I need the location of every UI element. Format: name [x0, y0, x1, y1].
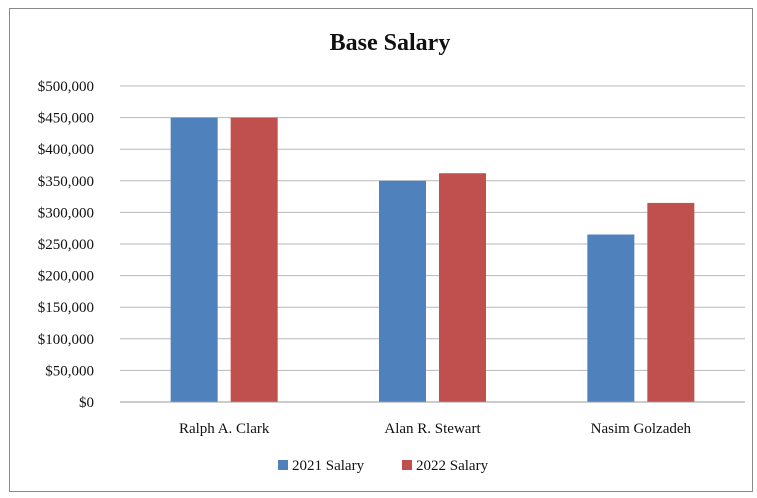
- legend-label: 2021 Salary: [292, 458, 365, 474]
- bar-2021-nasim-golzadeh: [587, 234, 635, 402]
- y-tick-label: $250,000: [38, 237, 94, 253]
- x-tick-label: Nasim Golzadeh: [591, 421, 692, 437]
- x-axis-tick-labels: Ralph A. Clark Alan R. Stewart Nasim Golza…: [179, 421, 692, 437]
- bar-2022-alan-r-stewart: [439, 173, 486, 402]
- x-tick-label: Ralph A. Clark: [179, 421, 270, 437]
- legend-swatch: [278, 460, 288, 470]
- y-tick-label: $300,000: [38, 205, 94, 221]
- chart-title: Base Salary: [330, 30, 451, 56]
- y-tick-label: $50,000: [45, 363, 94, 379]
- legend-label: 2022 Salary: [416, 458, 489, 474]
- bar-2022-nasim-golzadeh: [647, 202, 695, 402]
- y-tick-label: $450,000: [38, 111, 94, 127]
- bar-2022-ralph-a-clark: [230, 117, 278, 402]
- gridlines: [120, 85, 745, 371]
- y-tick-label: $200,000: [38, 269, 94, 285]
- y-tick-label: $150,000: [38, 300, 94, 316]
- bar-2021-alan-r-stewart: [379, 180, 426, 402]
- bars: [170, 117, 695, 402]
- bar-2021-ralph-a-clark: [170, 117, 218, 402]
- y-tick-label: $100,000: [38, 332, 94, 348]
- x-tick-label: Alan R. Stewart: [384, 421, 481, 437]
- y-tick-label: $350,000: [38, 174, 94, 190]
- y-tick-label: $400,000: [38, 142, 94, 158]
- y-tick-label: $500,000: [38, 79, 94, 95]
- y-axis-tick-labels: $0 $50,000 $100,000 $150,000 $200,000 $250,00…: [38, 79, 94, 411]
- legend-swatch: [402, 460, 412, 470]
- y-tick-label: $0: [79, 395, 94, 411]
- legend: 2021 Salary 2022 Salary: [278, 458, 489, 474]
